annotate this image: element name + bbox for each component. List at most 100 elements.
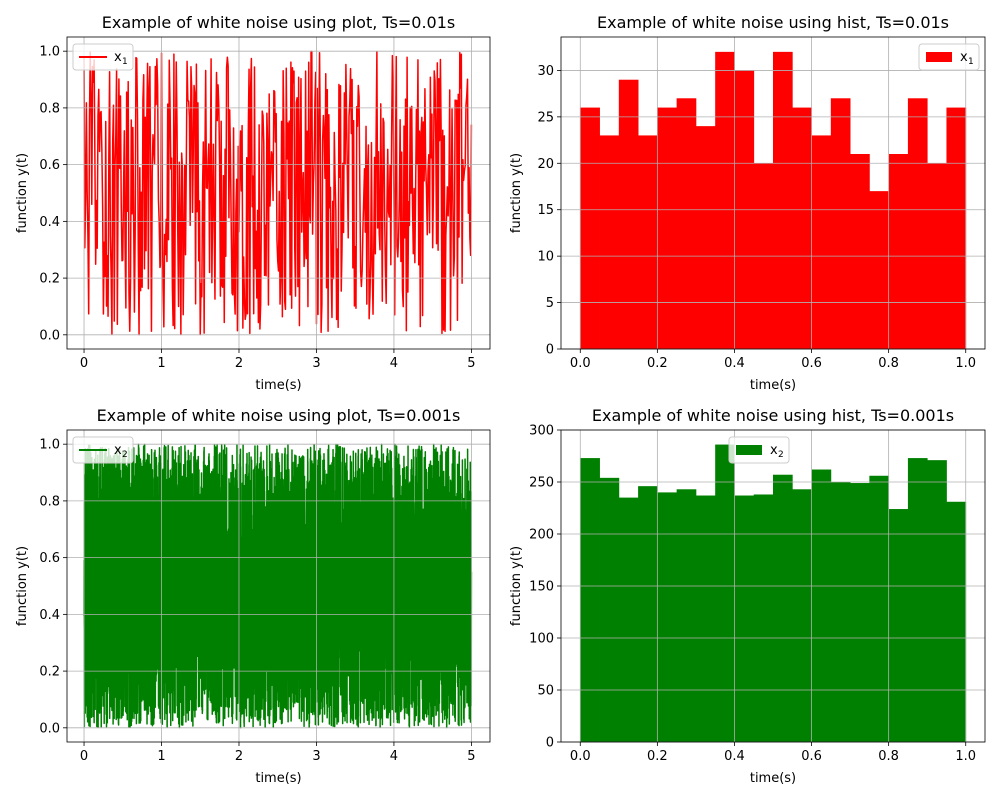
chart-title: Example of white noise using hist, Ts=0.… <box>597 13 949 32</box>
histogram-bar <box>657 492 678 742</box>
histogram-bar <box>811 135 832 349</box>
histogram-bar <box>850 483 870 742</box>
data-layer <box>580 444 967 742</box>
y-axis-label: function y(t) <box>509 546 524 626</box>
y-tick-label: 300 <box>529 424 554 439</box>
y-tick-label: 0.6 <box>39 551 60 566</box>
y-tick-label: 0.0 <box>39 721 60 736</box>
legend-subscript: 1 <box>968 57 974 67</box>
y-axis-label: function y(t) <box>15 153 30 233</box>
legend-swatch <box>736 445 762 455</box>
x-tick-label: 5 <box>467 356 475 371</box>
histogram-bar <box>695 126 716 349</box>
x-tick-label: 1 <box>157 356 165 371</box>
histogram-bar <box>946 501 967 742</box>
grid <box>67 37 490 349</box>
chart-title: Example of white noise using plot, Ts=0.… <box>97 406 461 425</box>
histogram-bar <box>753 494 774 742</box>
y-tick-label: 1.0 <box>39 438 60 453</box>
histogram-bar <box>715 444 735 742</box>
histogram-bar <box>792 489 812 742</box>
chart-panel-hist-ts-0-01: 0.0 0.2 0.4 0.6 0.8 1.0 0 5 10 15 20 25 30 Example of… <box>509 13 986 393</box>
legend-label: x <box>960 50 968 65</box>
y-tick-label: 5 <box>546 296 554 311</box>
y-tick-label: 150 <box>529 580 554 595</box>
x-tick-label: 1.0 <box>955 356 976 371</box>
y-tick-label: 0.2 <box>39 665 60 680</box>
y-tick-label: 20 <box>537 157 554 172</box>
x-tick-label: 0.8 <box>878 356 899 371</box>
x-tick-label: 0.0 <box>570 356 591 371</box>
x-tick-label: 0.0 <box>570 749 591 764</box>
histogram-bar <box>869 475 890 742</box>
histogram-bar <box>907 458 928 742</box>
ticks: 0.0 0.2 0.4 0.6 0.8 1.0 0 50 100 150 200 250 300 <box>529 424 976 765</box>
y-tick-label: 0.6 <box>39 158 60 173</box>
histogram-bar <box>599 477 620 742</box>
histogram-bar <box>888 154 909 349</box>
x-tick-label: 0 <box>80 749 88 764</box>
axes-frame <box>66 429 491 743</box>
histogram-bar <box>580 107 600 349</box>
x-tick-label: 0.8 <box>878 749 899 764</box>
y-axis-label: function y(t) <box>15 546 30 626</box>
histogram-bar <box>850 154 870 349</box>
grid <box>67 430 490 742</box>
data-layer <box>83 50 473 336</box>
chart-title: Example of white noise using hist, Ts=0.… <box>592 406 954 425</box>
chart-title: Example of white noise using plot, Ts=0.… <box>102 13 456 32</box>
y-tick-label: 15 <box>537 203 554 218</box>
axes-frame <box>560 36 986 350</box>
y-tick-label: 0.8 <box>39 494 60 509</box>
ticks: 0 1 2 3 4 5 0.0 0.2 0.4 0.6 0.8 1.0 <box>39 438 475 764</box>
histogram-bar <box>830 482 851 742</box>
x-tick-label: 0.2 <box>647 749 668 764</box>
histogram-bar <box>638 486 658 742</box>
histogram-bar <box>618 79 639 349</box>
y-tick-label: 1.0 <box>39 45 60 60</box>
histogram-bar <box>811 469 832 742</box>
noise-series-line <box>83 443 473 729</box>
y-tick-label: 0.4 <box>39 215 60 230</box>
histogram-bar <box>638 135 658 349</box>
x-tick-label: 3 <box>312 356 320 371</box>
histogram-bar <box>888 509 909 742</box>
histogram-bar <box>773 51 793 349</box>
axes-frame <box>66 36 491 350</box>
histogram-bar <box>907 98 928 349</box>
histogram-bar <box>792 107 812 349</box>
y-tick-label: 250 <box>529 476 554 491</box>
legend-label: x <box>770 443 778 458</box>
histogram-bars <box>580 444 967 742</box>
histogram-bar <box>830 98 851 349</box>
histogram-bar <box>715 51 735 349</box>
legend-label: x <box>114 50 122 65</box>
histogram-bar <box>676 489 697 742</box>
legend-subscript: 2 <box>778 450 784 460</box>
x-tick-label: 0.6 <box>801 749 822 764</box>
y-tick-label: 0 <box>546 736 554 751</box>
y-axis-label: function y(t) <box>509 153 524 233</box>
y-tick-label: 50 <box>537 684 554 699</box>
x-tick-label: 0.2 <box>647 356 668 371</box>
histogram-bar <box>657 107 678 349</box>
chart-panel-plot-ts-0-001: 0 1 2 3 4 5 0.0 0.2 0.4 0.6 0.8 1.0 Example of white… <box>15 406 491 786</box>
x-tick-label: 5 <box>467 749 475 764</box>
noise-series-line <box>83 50 473 336</box>
x-axis-label: time(s) <box>255 771 301 786</box>
histogram-bar <box>580 458 600 742</box>
legend-swatch <box>926 52 952 62</box>
histogram-bar <box>869 191 890 349</box>
x-axis-label: time(s) <box>750 378 796 393</box>
y-tick-label: 200 <box>529 528 554 543</box>
x-tick-label: 0 <box>80 356 88 371</box>
y-tick-label: 0 <box>546 343 554 358</box>
y-tick-label: 0.8 <box>39 101 60 116</box>
ticks: 0 1 2 3 4 5 0.0 0.2 0.4 0.6 0.8 1.0 <box>39 45 475 371</box>
histogram-bar <box>734 495 755 742</box>
y-tick-label: 100 <box>529 632 554 647</box>
